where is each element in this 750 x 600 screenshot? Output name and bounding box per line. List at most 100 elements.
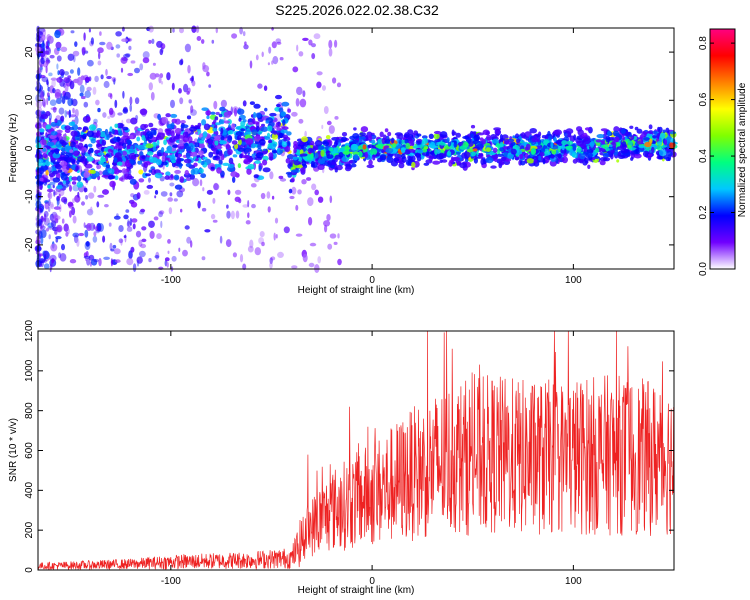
spectrogram-noise-blob <box>296 86 303 96</box>
spectrogram-signal-blob <box>257 143 262 150</box>
spectrogram-signal-blob <box>404 138 409 144</box>
spectrogram-signal-blob <box>76 158 80 165</box>
spectrogram-signal-blob <box>369 148 378 156</box>
spectrogram-noise-blob <box>46 79 49 86</box>
spectrogram-signal-blob <box>128 149 136 153</box>
spectrogram-signal-blob <box>37 158 44 164</box>
spectrogram-noise-blob <box>123 235 127 239</box>
spectrogram-signal-blob <box>405 159 412 166</box>
spectrogram-signal-blob <box>280 111 287 117</box>
spectrogram-signal-blob <box>237 163 242 169</box>
spectrogram-noise-blob <box>120 238 123 246</box>
spectrogram-signal-blob <box>401 153 406 160</box>
colorbar-tick-label: 0.8 <box>698 36 709 50</box>
spectrogram-noise-blob <box>212 219 218 223</box>
spectrogram-noise-blob <box>97 47 104 54</box>
spectrogram-noise-blob <box>242 31 246 37</box>
spectrogram-signal-blob <box>100 157 106 162</box>
spectrogram-noise-blob <box>140 243 147 249</box>
spectrogram-signal-blob <box>257 131 262 135</box>
spectrogram-noise-blob <box>109 93 113 100</box>
spectrogram-noise-blob <box>167 250 170 254</box>
spectrogram-signal-blob <box>267 125 273 132</box>
spectrogram-noise-blob <box>117 112 123 116</box>
spectrogram-noise-blob <box>208 84 212 88</box>
spectrogram-signal-blob <box>118 169 123 173</box>
spectrogram-signal-blob <box>651 146 655 154</box>
spectrogram-signal-blob <box>154 190 159 195</box>
spectrogram-noise-blob <box>302 37 309 42</box>
spectrogram-signal-blob <box>291 169 299 173</box>
figure-title: S225.2026.022.02.38.C32 <box>275 2 439 18</box>
spectrogram-signal-blob <box>209 136 215 140</box>
spectrogram-signal-blob <box>325 135 331 140</box>
spectrogram-noise-blob <box>69 185 72 192</box>
spectrogram-signal-blob <box>275 103 281 108</box>
spectrogram-noise-blob <box>132 223 136 230</box>
spectrogram-noise-blob <box>213 182 219 191</box>
spectrogram-signal-blob <box>627 144 632 149</box>
spectrogram-noise-blob <box>239 26 244 35</box>
spectrogram-noise-blob <box>191 75 194 82</box>
spectrogram-signal-blob <box>180 124 189 129</box>
colorbar-tick-label: 0.4 <box>698 149 709 163</box>
spectrogram-signal-blob <box>205 110 212 116</box>
spectrogram-noise-blob <box>298 118 304 124</box>
spectrogram-noise-blob <box>184 43 191 53</box>
spectrogram-signal-blob <box>641 131 647 138</box>
spectrogram-noise-blob <box>115 31 122 37</box>
spectrogram-signal-blob <box>250 142 256 149</box>
spectrogram-signal-blob <box>170 155 176 162</box>
spectrogram-noise-blob <box>126 258 134 266</box>
spectrogram-signal-blob <box>285 171 293 175</box>
spectrogram-noise-blob <box>158 211 164 218</box>
spectrogram-signal-blob <box>520 160 526 166</box>
spectrogram-noise-blob <box>79 92 84 97</box>
spectrogram-noise-blob <box>48 72 53 77</box>
spectrogram-signal-blob <box>45 111 51 117</box>
spectrogram-noise-blob <box>103 256 110 260</box>
spectrogram-noise-blob <box>130 201 138 208</box>
spectrogram-noise-blob <box>52 184 55 189</box>
spectrogram-noise-blob <box>269 257 273 265</box>
spectrogram-noise-blob <box>275 38 282 44</box>
spectrogram-signal-blob <box>622 135 625 141</box>
spectrogram-signal-blob <box>268 156 274 161</box>
spectrogram-noise-blob <box>321 124 324 130</box>
spectrogram-signal-blob <box>172 144 179 148</box>
spectrogram-signal-blob <box>134 153 140 158</box>
spectrogram-signal-blob <box>427 148 431 152</box>
spectrogram-noise-blob <box>45 65 48 74</box>
spectrogram-signal-blob <box>359 132 366 137</box>
spectrogram-signal-blob <box>272 150 278 154</box>
spectrogram-signal-blob <box>314 140 323 147</box>
spectrogram-noise-blob <box>99 31 102 36</box>
spectrogram-noise-blob <box>54 230 58 235</box>
spectrogram-signal-blob <box>429 141 436 149</box>
spectrogram-noise-blob <box>110 248 115 252</box>
spectrogram-signal-blob <box>352 155 359 159</box>
spectrogram-signal-blob <box>492 138 500 144</box>
spectrogram-signal-blob <box>246 168 252 175</box>
spectrogram-signal-blob <box>583 147 588 153</box>
spectrogram-signal-blob <box>352 151 360 156</box>
spectrogram-x-tick-label: 0 <box>369 275 375 286</box>
spectrogram-signal-blob <box>96 164 102 170</box>
spectrogram-signal-blob <box>599 147 605 152</box>
spectrogram-noise-blob <box>87 59 94 67</box>
spectrogram-signal-blob <box>197 122 202 128</box>
spectrogram-noise-blob <box>185 177 192 181</box>
spectrogram-signal-blob <box>516 138 521 144</box>
spectrogram-noise-blob <box>92 235 98 243</box>
spectrogram-noise-blob <box>48 47 51 52</box>
spectrogram-signal-blob <box>165 113 171 118</box>
spectrogram-signal-blob <box>173 174 180 181</box>
spectrogram-signal-blob <box>471 151 476 157</box>
spectrogram-signal-blob <box>237 108 245 115</box>
spectrogram-signal-blob <box>231 123 236 130</box>
spectrogram-signal-blob <box>135 131 141 136</box>
spectrogram-signal-blob <box>262 159 268 166</box>
spectrogram-noise-blob <box>56 55 62 62</box>
spectrogram-signal-blob <box>91 126 96 130</box>
